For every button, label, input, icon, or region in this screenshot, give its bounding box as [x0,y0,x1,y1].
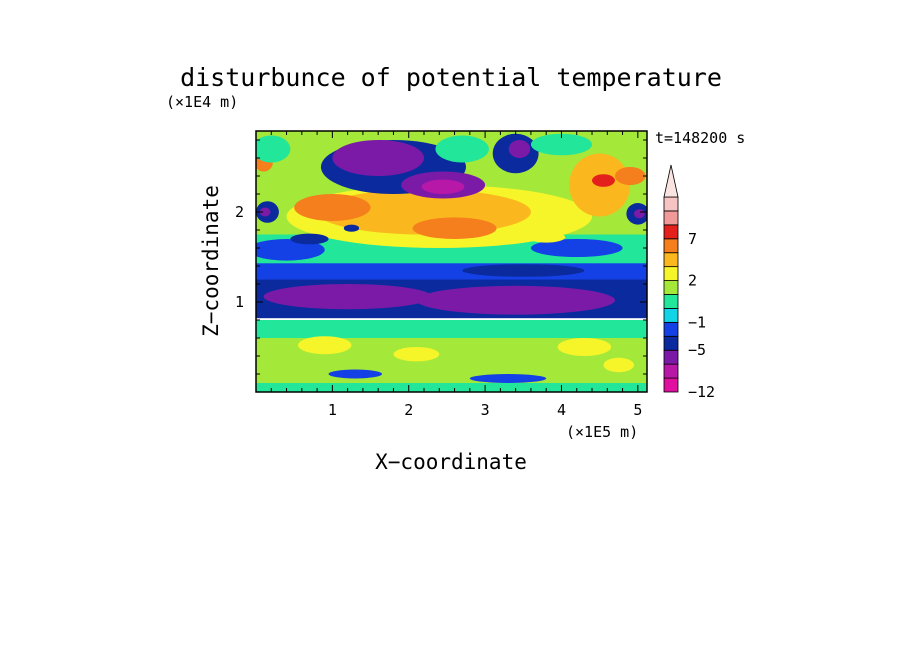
contour-region-28 [614,167,646,185]
colorbar-label: −1 [688,313,706,331]
colorbar-label: 2 [688,272,697,290]
contour-band-2 [256,320,647,338]
colorbar-swatch [663,335,679,351]
x-axis-label: X−coordinate [375,450,527,474]
contour-region-20 [508,140,531,158]
y-axis-label: Z−coordinate [199,185,223,337]
colorbar-label: −5 [688,341,706,359]
colorbar-swatch [663,252,679,268]
x-tick-label: 4 [557,401,566,419]
x-scale-label: (×1E5 m) [566,423,638,441]
y-scale-label: (×1E4 m) [166,93,238,111]
colorbar-swatch [663,266,679,281]
contour-region-3 [393,347,440,362]
contour-fill [256,131,647,392]
contour-region-24 [634,209,645,219]
contour-region-2 [298,336,352,355]
contour-region-16 [332,140,425,176]
colorbar-swatch [663,363,679,379]
contour-region-4 [557,338,612,356]
contour-band-0 [256,381,647,392]
y-tick-label: 1 [235,293,244,311]
contour-region-13 [294,194,371,221]
x-tick-label: 5 [633,401,642,419]
x-tick-label: 2 [404,401,413,419]
chart-title: disturbunce of potential temperature [180,63,722,92]
contour-region-29 [256,135,291,163]
contour-region-7 [469,374,547,383]
contour-region-31 [530,133,593,156]
colorbar-swatch [663,280,679,295]
colorbar-label: 7 [688,230,697,248]
y-tick-label: 2 [235,203,244,221]
colorbar-swatch [663,308,679,323]
colorbar-extend-arrow [663,164,679,198]
colorbar-swatch [663,321,679,337]
time-label: t=148200 s [655,129,745,147]
colorbar-label: −12 [688,383,715,401]
contour-region-1 [416,285,615,315]
x-tick-label: 1 [328,401,337,419]
contour-band-4 [256,261,647,280]
colorbar-swatch [663,294,679,309]
contour-region-8 [256,239,325,261]
contour-region-34 [527,231,566,243]
colorbar-swatch [663,377,679,393]
contour-region-14 [412,217,497,239]
contour-region-0 [263,284,432,310]
colorbar-swatch [663,224,679,240]
x-tick-label: 3 [481,401,490,419]
colorbar-swatch [663,349,679,365]
colorbar-swatch [663,238,679,254]
contour-region-6 [328,369,383,379]
axes: 1 2 3 4 5 1 2 [235,131,647,419]
contour-region-30 [435,135,489,163]
contour-region-22 [259,207,271,217]
colorbar-swatch [663,196,679,212]
contour-region-10 [462,264,585,277]
contour-region-5 [603,357,635,373]
contour-region-18 [421,179,465,194]
plot-frame [255,130,648,393]
colorbar-swatch [663,210,679,226]
colorbar: −12−5−127 [663,164,715,401]
contour-region-9 [530,239,623,257]
contour-region-33 [343,224,360,232]
contour-region-32 [290,233,329,245]
contour-region-27 [592,174,615,187]
